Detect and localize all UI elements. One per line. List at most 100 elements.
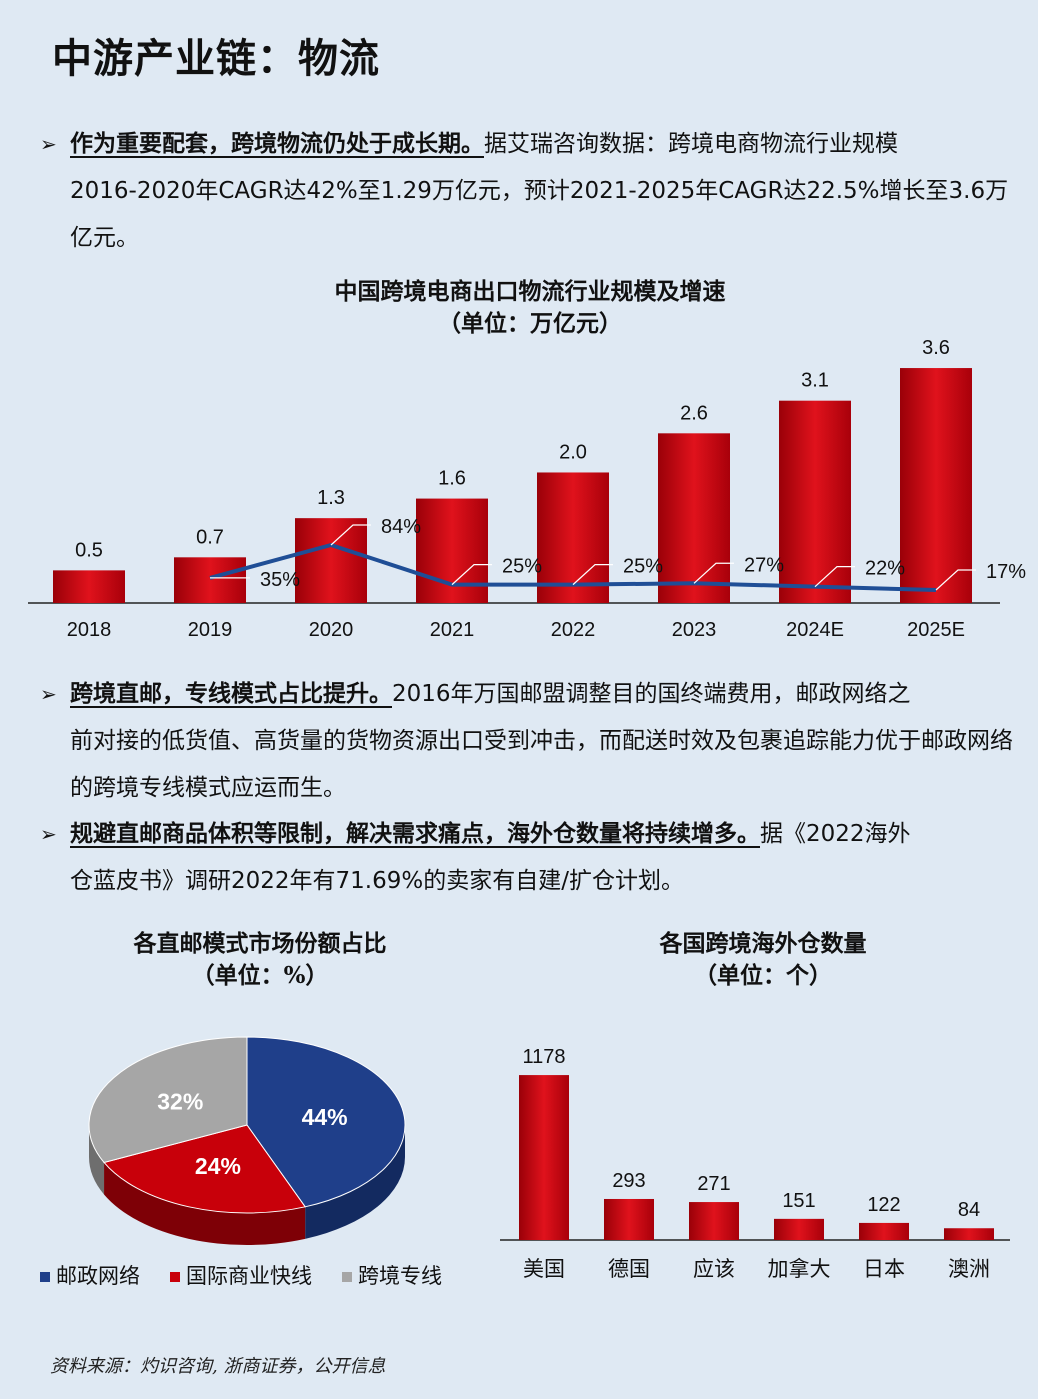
legend-item-dedicated: 跨境专线	[342, 1260, 442, 1290]
bar-2025E	[900, 368, 972, 603]
bar-美国	[519, 1075, 569, 1240]
bar-2021	[416, 498, 488, 603]
bar-value-label: 1.6	[438, 468, 466, 490]
overseas-warehouse-chart: 1178 美国 293 德国 271 应该 151 加拿大 122 日本 84 澳洲	[500, 1046, 1010, 1281]
chart-3-title: 各国跨境海外仓数量	[659, 930, 867, 957]
bar-value-label: 151	[782, 1190, 815, 1212]
legend-label: 跨境专线	[358, 1264, 442, 1288]
bar-value-label: 122	[867, 1194, 900, 1216]
pie-slice-邮政网络	[246, 1036, 406, 1208]
x-tick-label: 2024E	[786, 619, 844, 641]
bar-value-label: 0.5	[75, 539, 103, 561]
x-tick-label: 日本	[863, 1258, 905, 1281]
x-tick-label: 2018	[67, 619, 112, 641]
chart-2-title-block: 各直邮模式市场份额占比 （单位：%）	[60, 928, 460, 992]
page-title: 中游产业链：物流	[52, 35, 380, 82]
bar-value-label: 3.1	[801, 370, 829, 392]
bar-2023	[658, 433, 730, 603]
growth-rate-label: 27%	[744, 554, 784, 576]
paragraph-1: ➢ 作为重要配套，跨境物流仍处于成长期。据艾瑞咨询数据：跨境电商物流行业规模 20…	[40, 120, 1015, 262]
pie-legend: 邮政网络 国际商业快线 跨境专线	[40, 1260, 442, 1290]
chart-1-title: 中国跨境电商出口物流行业规模及增速	[334, 278, 726, 305]
x-tick-label: 2019	[188, 619, 233, 641]
paragraph-2: ➢ 跨境直邮，专线模式占比提升。2016年万国邮盟调整目的国终端费用，邮政网络之 …	[40, 670, 1015, 812]
chart-3-subtitle: （单位：个）	[694, 962, 832, 989]
chart-3-title-block: 各国跨境海外仓数量 （单位：个）	[563, 928, 963, 992]
bar-2024E	[779, 400, 851, 603]
paragraph-1-rest: 2016-2020年CAGR达42%至1.29万亿元，预计2021-2025年C…	[70, 178, 1009, 251]
growth-leader-line	[572, 564, 613, 586]
x-tick-label: 2023	[672, 619, 717, 641]
bar-value-label: 84	[958, 1199, 980, 1221]
x-tick-label: 2021	[430, 619, 475, 641]
x-tick-label: 德国	[608, 1258, 650, 1281]
pie-side-国际商业快线	[104, 1162, 306, 1245]
chart-1-title-block: 中国跨境电商出口物流行业规模及增速 （单位：万亿元）	[230, 276, 830, 340]
bar-value-label: 3.6	[922, 337, 950, 359]
paragraph-3-lead: 规避直邮商品体积等限制，解决需求痛点，海外仓数量将持续增多。	[70, 820, 760, 847]
bar-德国	[604, 1198, 654, 1240]
paragraph-3: ➢ 规避直邮商品体积等限制，解决需求痛点，海外仓数量将持续增多。据《2022海外 …	[40, 810, 1015, 905]
legend-item-express: 国际商业快线	[170, 1260, 312, 1290]
bar-应该	[689, 1202, 739, 1240]
growth-leader-line	[814, 566, 855, 588]
legend-label: 邮政网络	[56, 1264, 140, 1288]
paragraph-1-line1: 据艾瑞咨询数据：跨境电商物流行业规模	[484, 131, 898, 157]
paragraph-2-lead: 跨境直邮，专线模式占比提升。	[70, 680, 392, 707]
bar-value-label: 271	[697, 1173, 730, 1195]
bar-value-label: 0.7	[196, 526, 224, 548]
pie-slice-label: 24%	[195, 1153, 241, 1179]
x-tick-label: 应该	[693, 1258, 735, 1281]
bar-加拿大	[774, 1218, 824, 1240]
bar-2020	[295, 518, 367, 603]
growth-leader-line	[451, 564, 492, 586]
bar-澳洲	[944, 1228, 994, 1240]
pie-slice-label: 32%	[157, 1088, 203, 1114]
growth-leader-line	[693, 562, 734, 584]
x-tick-label: 2025E	[907, 619, 965, 641]
bar-value-label: 1178	[522, 1046, 565, 1068]
growth-rate-label: 22%	[865, 558, 905, 580]
paragraph-3-rest: 仓蓝皮书》调研2022年有71.69%的卖家有自建/扩仓计划。	[70, 868, 684, 894]
bar-2019	[174, 557, 246, 603]
x-tick-label: 美国	[523, 1258, 565, 1281]
pie-side-跨境专线	[89, 1125, 105, 1195]
legend-swatch	[170, 1272, 180, 1282]
paragraph-2-rest: 前对接的低货值、高货量的货物资源出口受到冲击，而配送时效及包裹追踪能力优于邮政网…	[70, 728, 1013, 801]
bullet-arrow-icon: ➢	[40, 682, 57, 706]
bullet-arrow-icon: ➢	[40, 822, 57, 846]
pie-slice-国际商业快线	[103, 1124, 307, 1214]
chart-1-subtitle: （单位：万亿元）	[438, 310, 622, 337]
chart-2-title: 各直邮模式市场份额占比	[133, 930, 387, 957]
logistics-scale-chart: 0.5 2018 0.7 2019 1.3 2020 1.6 2021 2.0 2022 2.6 20…	[28, 337, 1026, 641]
bar-value-label: 293	[612, 1170, 645, 1192]
bar-2022	[537, 472, 609, 603]
bar-value-label: 2.6	[680, 402, 708, 424]
paragraph-2-line1: 2016年万国邮盟调整目的国终端费用，邮政网络之	[392, 681, 911, 707]
growth-rate-label: 25%	[502, 556, 542, 578]
legend-item-postal: 邮政网络	[40, 1260, 140, 1290]
chart-2-subtitle: （单位：%）	[191, 962, 329, 989]
bar-2018	[53, 570, 125, 603]
paragraph-3-line1: 据《2022海外	[760, 821, 911, 847]
x-tick-label: 2020	[309, 619, 354, 641]
bar-value-label: 1.3	[317, 487, 345, 509]
growth-leader-line	[330, 524, 371, 546]
direct-mail-share-pie: 44% 24% 32%	[88, 1036, 406, 1245]
growth-rate-label: 84%	[381, 516, 421, 538]
x-tick-label: 加拿大	[768, 1257, 831, 1281]
pie-slice-label: 44%	[302, 1104, 348, 1130]
bar-value-label: 2.0	[559, 441, 587, 463]
legend-swatch	[40, 1272, 50, 1282]
growth-rate-label: 17%	[986, 561, 1026, 583]
legend-swatch	[342, 1272, 352, 1282]
pie-slice-跨境专线	[88, 1036, 248, 1164]
bullet-arrow-icon: ➢	[40, 132, 57, 156]
legend-label: 国际商业快线	[186, 1264, 312, 1288]
paragraph-1-lead: 作为重要配套，跨境物流仍处于成长期。	[70, 130, 484, 157]
pie-side-邮政网络	[305, 1125, 405, 1239]
source-note: 资料来源：灼识咨询, 浙商证券，公开信息	[50, 1356, 386, 1377]
growth-leader-line	[935, 569, 976, 591]
growth-rate-label: 25%	[623, 556, 663, 578]
x-tick-label: 澳洲	[948, 1258, 990, 1281]
